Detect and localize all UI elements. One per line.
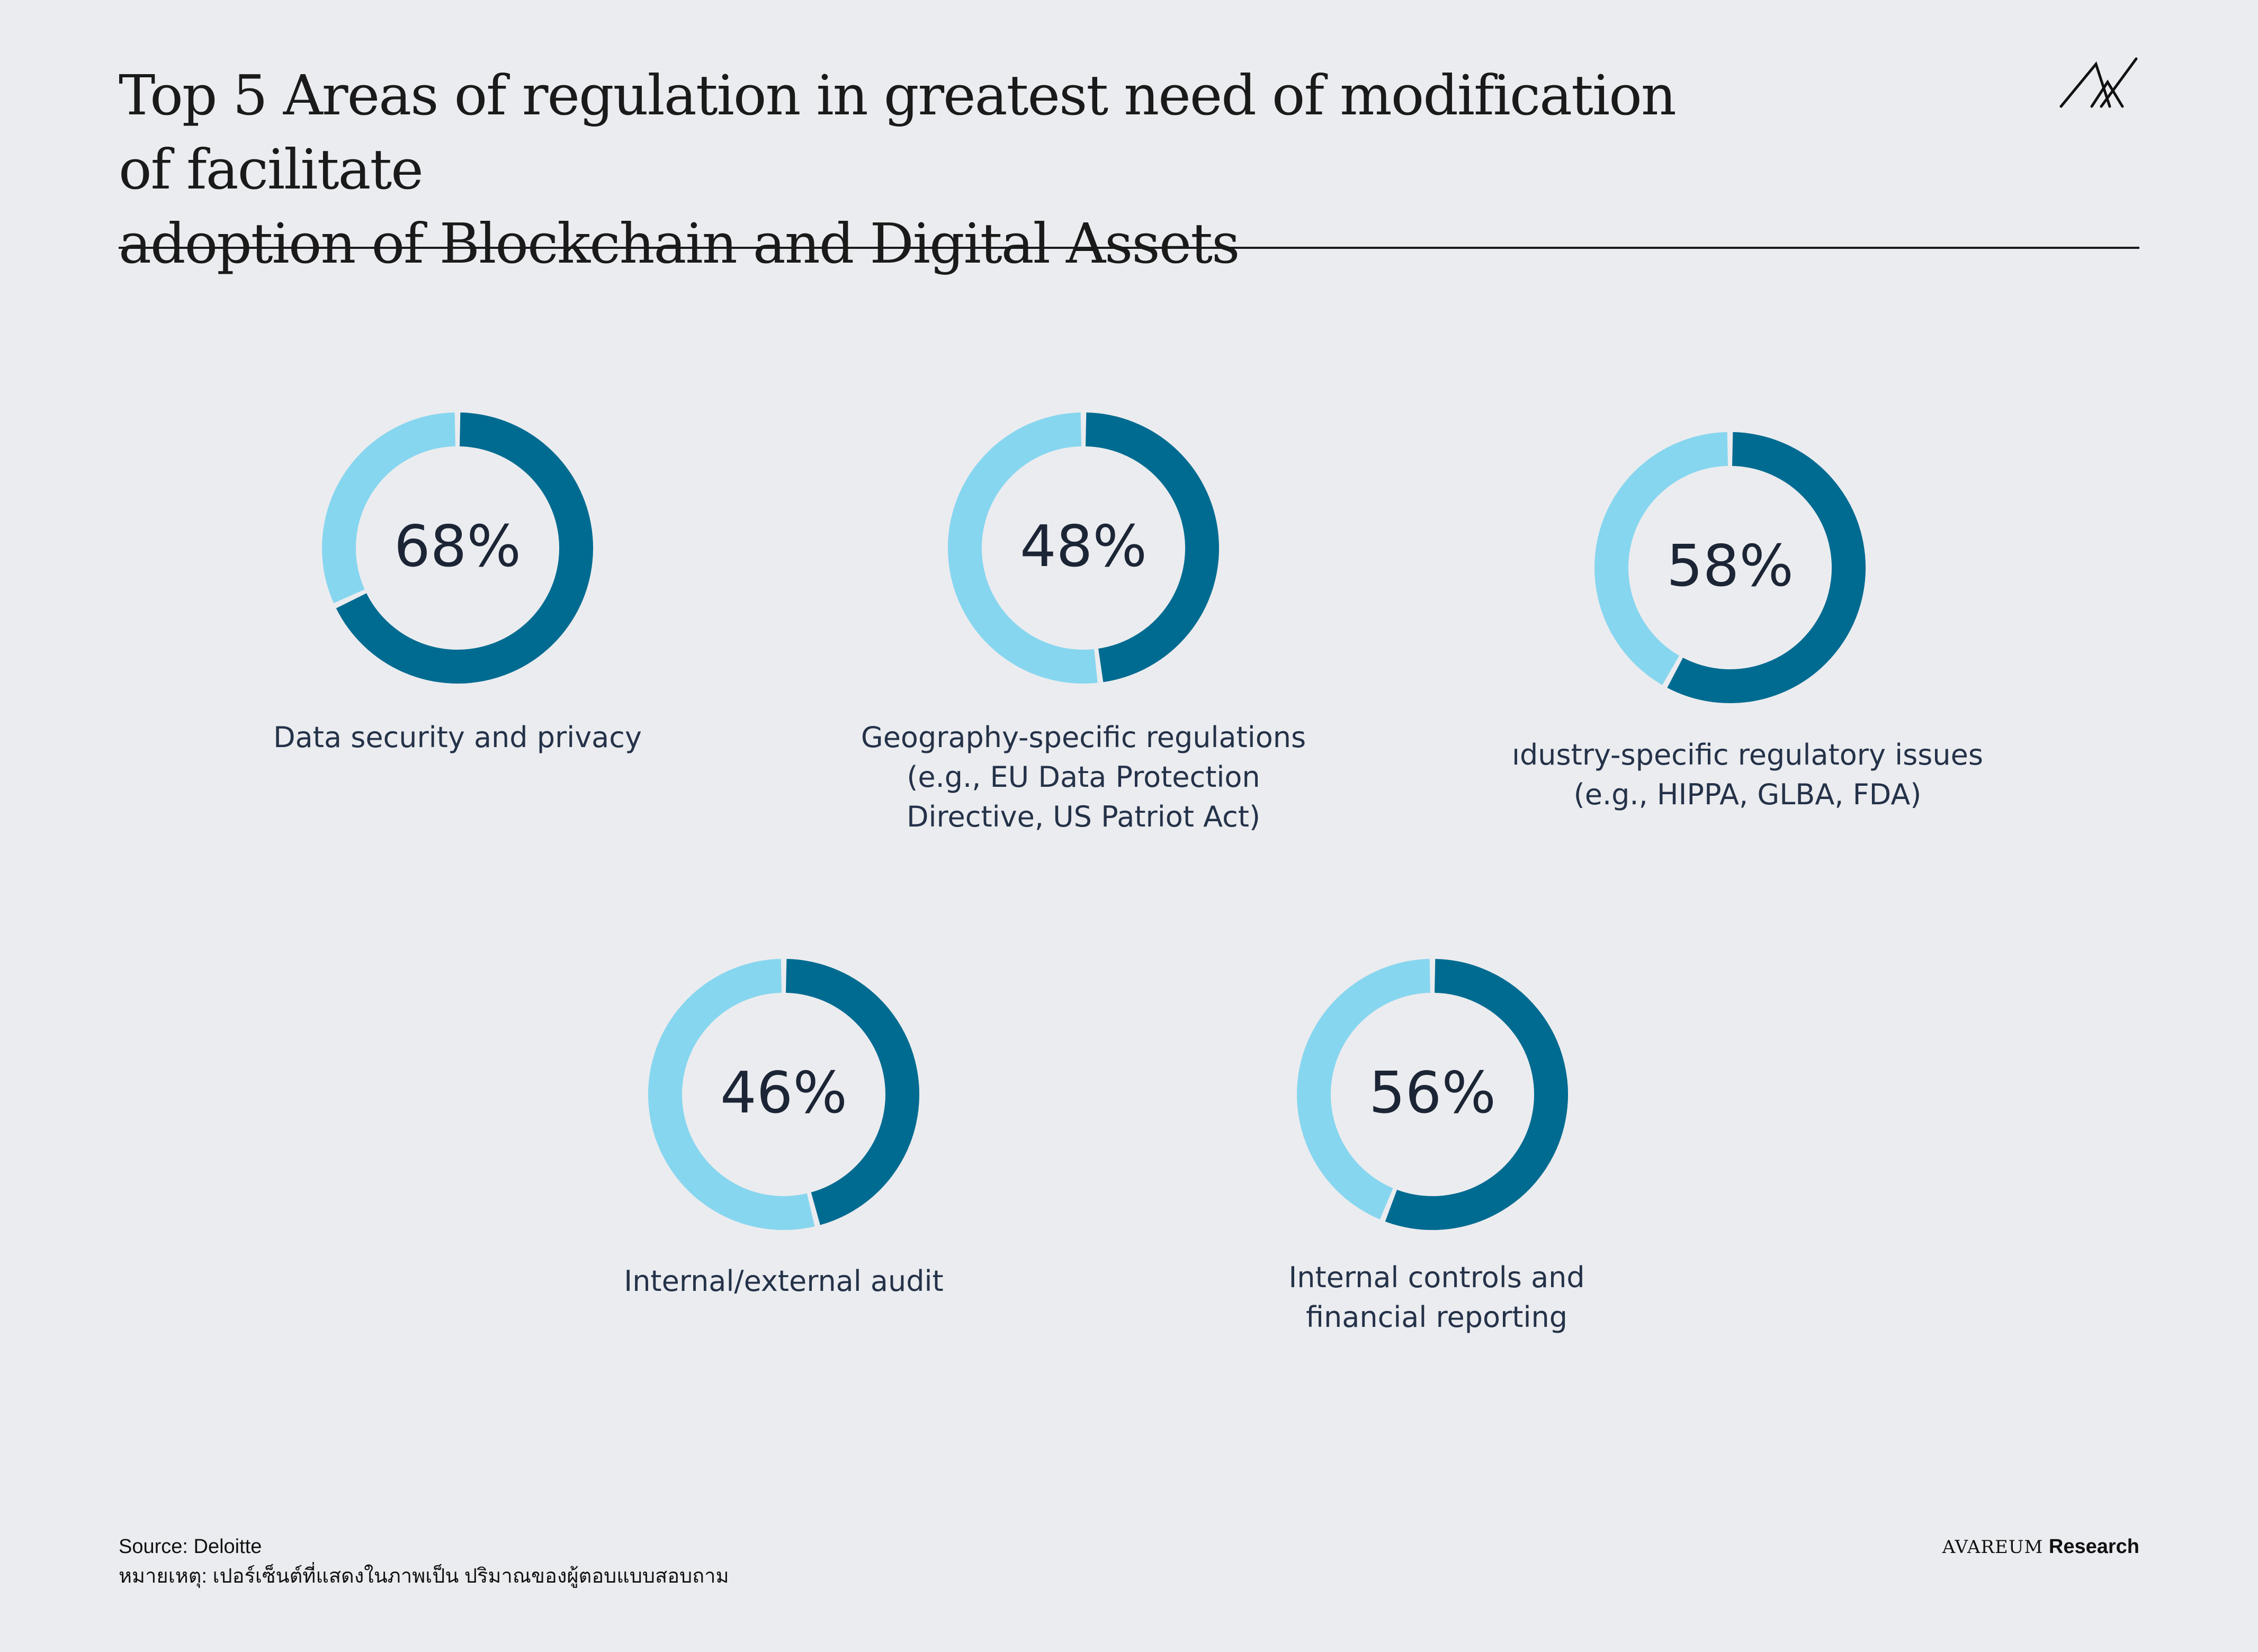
avareum-logo-icon <box>2059 57 2138 108</box>
donut-value-arc <box>1667 432 1866 703</box>
donut-chart: 68% <box>322 412 593 684</box>
brand-mark: AVAREUM Research <box>1942 1532 2139 1562</box>
donut-value-arc <box>785 959 919 1225</box>
donut-remainder-arc <box>648 959 815 1230</box>
donut-remainder-arc <box>1594 432 1728 685</box>
donut-chart: 58% <box>1594 432 1866 703</box>
donut-percent-label: 48% <box>1020 514 1147 580</box>
donut-percent-label: 68% <box>394 514 521 580</box>
category-label-line: Geography-specific regulations <box>861 721 1306 754</box>
category-label: Internal/external audit <box>466 1261 1101 1301</box>
title-line-2: adoption of Blockchain and Digital Asset… <box>119 211 1240 276</box>
footnote-text: หมายเหตุ: เปอร์เซ็นต์ที่แสดงในภาพเป็น ปร… <box>119 1565 729 1587</box>
donut-remainder-arc <box>322 412 456 604</box>
chart-title: Top 5 Areas of regulation in greatest ne… <box>119 58 1707 281</box>
category-label-line: (e.g., HIPPA, GLBA, FDA) <box>1573 778 1922 811</box>
donut-chart: 46% <box>648 959 919 1230</box>
title-divider <box>119 247 2139 249</box>
title-line-1: Top 5 Areas of regulation in greatest ne… <box>119 63 1677 202</box>
category-label-line: (e.g., EU Data Protection <box>907 760 1260 794</box>
category-label-line: Internal controls and <box>1288 1261 1585 1294</box>
donut-value-arc <box>336 412 593 684</box>
source-block: Source: Deloitte หมายเหตุ: เปอร์เซ็นต์ที… <box>119 1532 729 1591</box>
donut-value-arc <box>1085 412 1219 683</box>
category-label: Internal controls and financial reporting <box>1119 1258 1754 1337</box>
category-label-line: Directive, US Patriot Act) <box>906 800 1261 833</box>
source-text: Source: Deloitte <box>119 1536 262 1558</box>
category-label-line: Data security and privacy <box>273 721 642 754</box>
category-label-line: Internal/external audit <box>624 1264 944 1298</box>
donut-percent-label: 58% <box>1666 533 1794 599</box>
donut-chart: 56% <box>1297 959 1568 1230</box>
donut-percent-label: 56% <box>1369 1060 1496 1126</box>
donut-chart: 48% <box>947 412 1219 684</box>
brand-suffix: Research <box>2048 1536 2139 1558</box>
category-label-line: financial reporting <box>1306 1300 1567 1334</box>
category-label: Data security and privacy <box>140 717 775 757</box>
brand-name: AVAREUM <box>1942 1537 2044 1558</box>
donut-value-arc <box>1385 959 1568 1230</box>
category-label: ıdustry-specific regulatory issues (e.g.,… <box>1430 735 2065 814</box>
donut-percent-label: 46% <box>720 1060 847 1126</box>
donut-remainder-arc <box>1297 959 1431 1219</box>
category-label: Geography-specific regulations (e.g., EU … <box>766 717 1401 837</box>
donut-remainder-arc <box>947 412 1098 684</box>
category-label-line: ıdustry-specific regulatory issues <box>1512 738 1983 771</box>
